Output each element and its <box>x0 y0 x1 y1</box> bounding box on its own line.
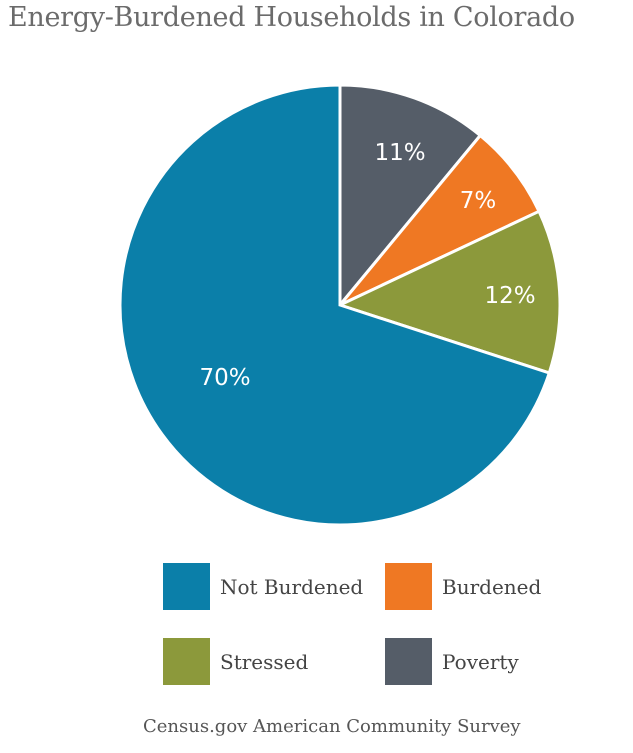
pie-chart: 11% 7% 12% 70% <box>118 83 562 527</box>
legend-item-poverty: Poverty <box>385 638 519 685</box>
data-label: 7% <box>460 188 497 214</box>
legend-swatch <box>385 638 432 685</box>
data-label: 12% <box>484 283 535 309</box>
source-note: Census.gov American Community Survey <box>143 716 521 737</box>
legend-label: Not Burdened <box>220 574 364 599</box>
pie-slice-stressed <box>335 209 562 375</box>
legend-label: Poverty <box>442 649 519 674</box>
legend-swatch <box>385 563 432 610</box>
legend-label: Burdened <box>442 574 542 599</box>
data-label: 70% <box>199 365 250 391</box>
legend-label: Stressed <box>220 649 309 674</box>
data-label: 11% <box>374 140 425 166</box>
pie-slice-not-burdened <box>118 83 552 527</box>
legend-swatch <box>163 638 210 685</box>
legend-item-not-burdened: Not Burdened <box>163 563 363 610</box>
legend-item-burdened: Burdened <box>385 563 541 610</box>
chart-title: Energy-Burdened Households in Colorado <box>8 2 575 33</box>
legend-item-stressed: Stressed <box>163 638 308 685</box>
pie-slice-poverty <box>338 83 483 310</box>
legend-swatch <box>163 563 210 610</box>
